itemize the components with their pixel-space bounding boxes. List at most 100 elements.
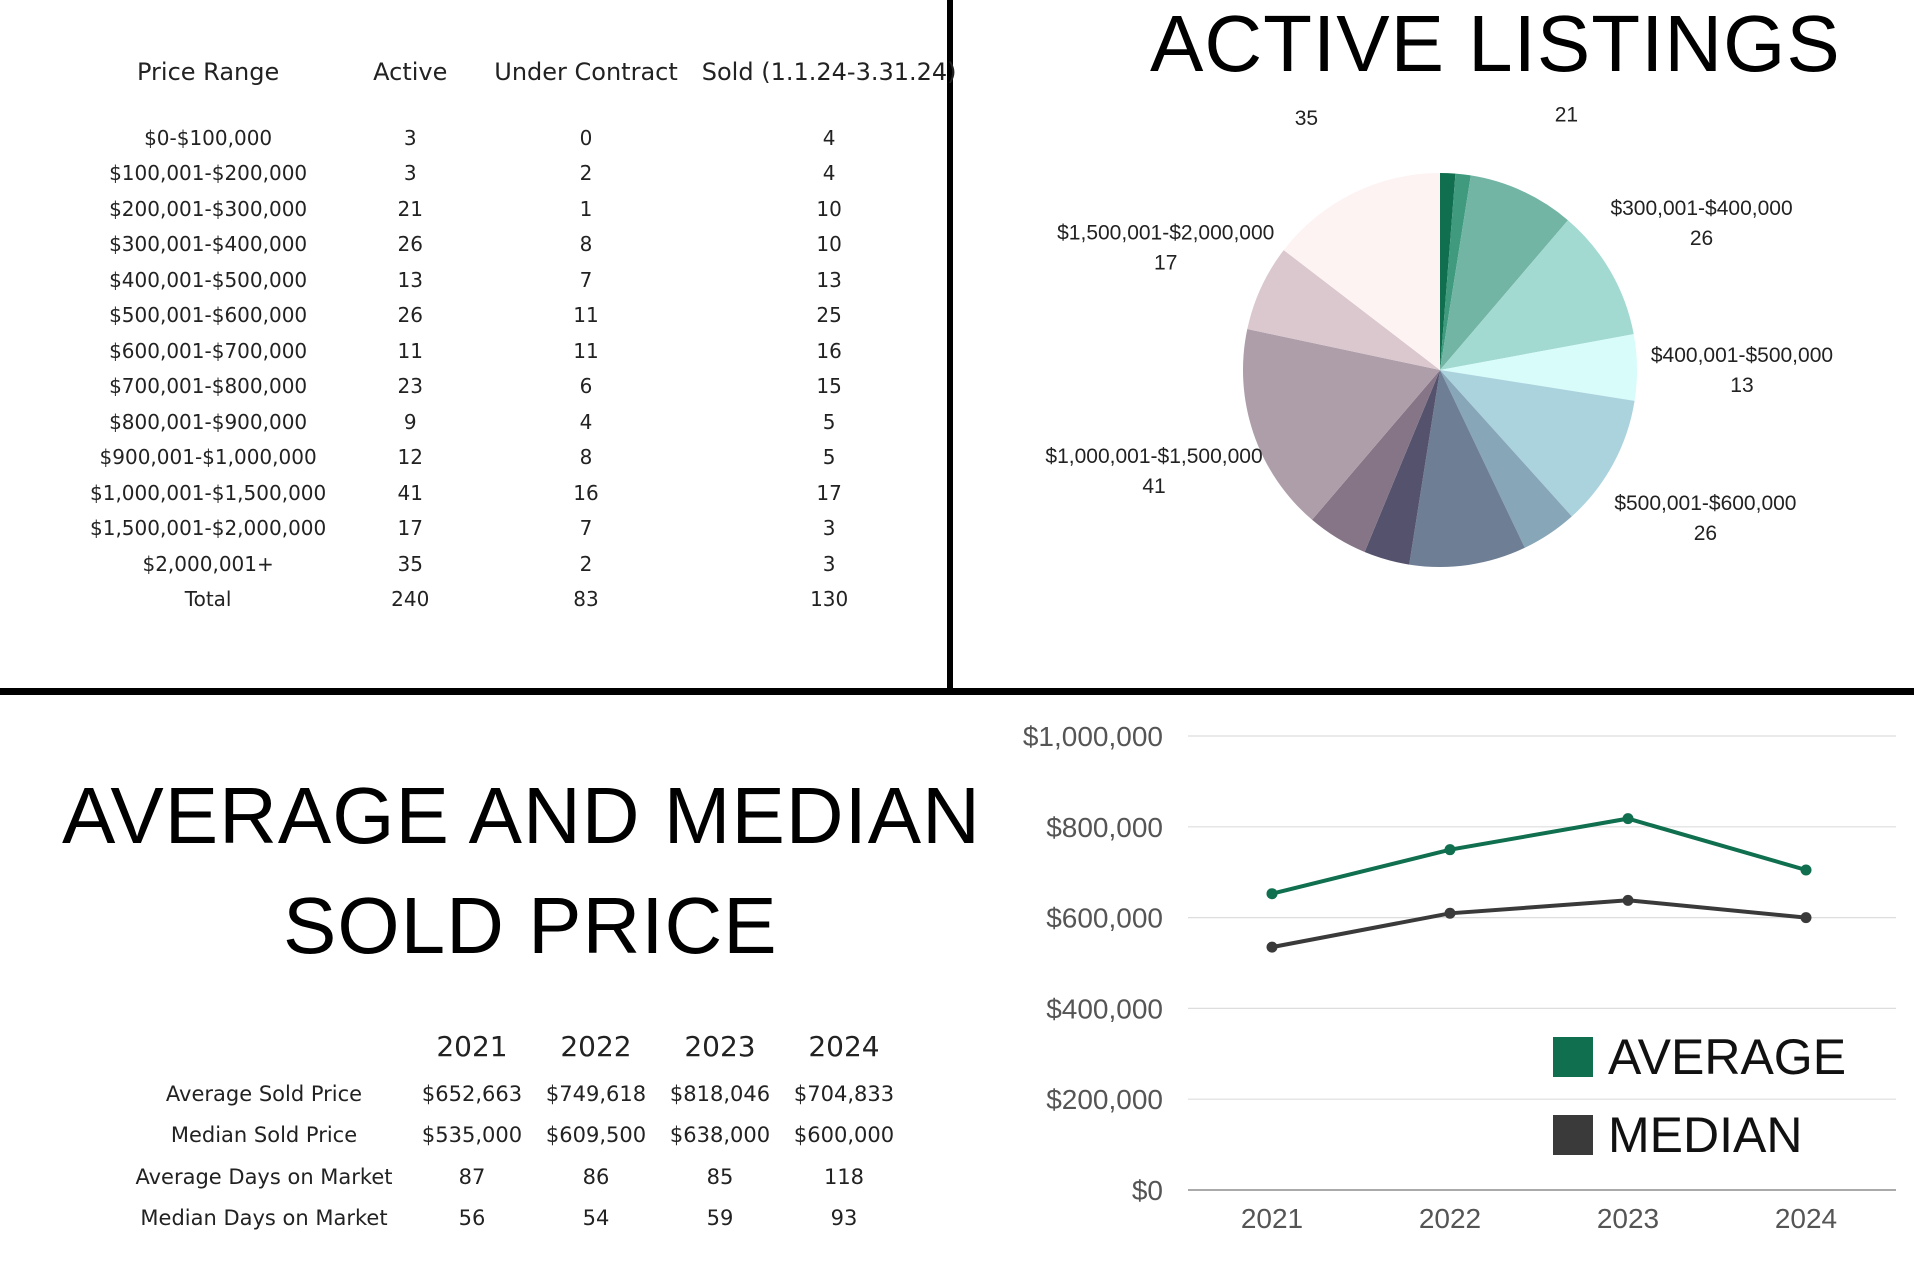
listings-cell: 17 [397,516,423,541]
series-point [1266,941,1278,953]
listings-cell: 41 [397,480,423,505]
pie-slice [1440,173,1456,370]
listings-cell: $300,001-$400,000 [109,232,308,257]
y-tick-label: $0 [1132,1175,1163,1206]
listings-row: $900,001-$1,000,000 12 8 5 [78,440,969,476]
listings-cell: 10 [816,196,842,221]
pie-slice [1440,175,1568,370]
sold-price-row: Average Days on Market 87 86 85 118 [118,1156,906,1198]
listings-cell: 17 [816,480,842,505]
legend-swatch [1553,1115,1593,1155]
series-point [1444,907,1456,919]
legend-label: MEDIAN [1608,1107,1802,1163]
y-tick-label: $1,000,000 [1023,721,1163,752]
listings-cell: 1 [579,196,593,221]
listings-cell: 3 [822,551,836,576]
listings-cell: 4 [822,161,836,186]
listings-cell: 16 [573,480,599,505]
y-tick-label: $400,000 [1046,993,1163,1024]
sold-price-cell: $600,000 [793,1123,895,1148]
listings-cell: 8 [579,232,593,257]
listings-cell: 7 [579,516,593,541]
sold-price-cell: $535,000 [421,1123,523,1148]
header-blank [118,1030,410,1073]
pie-label-value: 26 [1694,522,1717,545]
series-point [1622,894,1634,906]
horizontal-divider [0,688,1914,695]
listings-cell: 3 [403,161,417,186]
listings-cell: 16 [816,338,842,363]
sold-price-title-line2: SOLD PRICE [283,881,778,970]
pie-slice [1247,250,1440,370]
sold-price-cell: $818,046 [669,1081,771,1106]
listings-cell: 240 [391,587,430,612]
listings-row: $1,000,001-$1,500,000 41 16 17 [78,475,969,511]
series-point [1800,864,1812,876]
listings-cell: 13 [397,267,423,292]
sold-price-title-line1: AVERAGE AND MEDIAN [62,771,981,860]
listings-cell: Total [184,587,232,612]
pie-label: $300,001-$400,000 26 [1610,197,1792,250]
series-line [1271,816,1807,896]
sold-price-row-label: Average Sold Price [165,1081,363,1106]
pie-slice [1364,370,1440,565]
listings-cell: 5 [822,445,836,470]
y-tick-label: $800,000 [1046,812,1163,843]
sold-price-cell: 87 [458,1164,486,1189]
pie-label: $1,000,001-$1,500,000 41 [1045,445,1262,498]
listings-cell: $200,001-$300,000 [109,196,308,221]
sold-price-cell: 118 [823,1164,865,1189]
listings-cell: 83 [573,587,599,612]
pie-label-range: $400,001-$500,000 [1651,344,1833,367]
sold-price-row: Median Sold Price $535,000 $609,500 $638,00… [118,1115,906,1157]
listings-row: $1,500,001-$2,000,000 17 7 3 [78,511,969,547]
listings-cell: 10 [816,232,842,257]
listings-row: $800,001-$900,000 9 4 5 [78,404,969,440]
pie-slice [1440,220,1634,370]
sold-price-row-label: Median Sold Price [170,1123,358,1148]
series-point [1266,888,1278,900]
x-tick-label: 2021 [1241,1203,1303,1234]
legend-label: AVERAGE [1608,1029,1846,1085]
listings-row: $700,001-$800,000 23 6 15 [78,369,969,405]
listings-cell: 12 [397,445,423,470]
pie-label-value: 17 [1154,252,1177,275]
listings-header-row: Price Range Active Under Contract Sold (… [78,58,969,120]
sold-price-header-row: 2021 2022 2023 2024 [118,1030,906,1073]
pie-label-range: $500,001-$600,000 [1614,492,1796,515]
pie-slice [1440,173,1471,370]
listings-table: Price Range Active Under Contract Sold (… [78,58,969,617]
pie-label-value: 41 [1142,475,1165,498]
series-point [1444,844,1456,856]
listings-cell: 13 [816,267,842,292]
listings-cell: 6 [579,374,593,399]
sold-price-row-label: Median Days on Market [140,1206,388,1231]
vertical-divider [947,0,953,692]
listings-cell: $800,001-$900,000 [109,409,308,434]
listings-cell: 7 [579,267,593,292]
listings-cell: 9 [403,409,417,434]
listings-row: $500,001-$600,000 26 11 25 [78,298,969,334]
listings-cell: $0-$100,000 [144,125,273,150]
listings-cell: $700,001-$800,000 [109,374,308,399]
pie-label-value: 35 [1295,107,1318,130]
pie-slice [1440,334,1637,401]
y-tick-label: $200,000 [1046,1084,1163,1115]
listings-cell: 0 [579,125,593,150]
listings-cell: 15 [816,374,842,399]
listings-cell: 23 [397,374,423,399]
pie-label-range: $1,000,001-$1,500,000 [1045,445,1262,468]
listings-cell: 5 [822,409,836,434]
pie-slice [1440,370,1635,517]
header-price-range: Price Range [137,58,280,86]
sold-price-table: 2021 2022 2023 2024 Average Sold Price $6… [118,1030,906,1239]
sold-price-cell: 56 [458,1206,486,1231]
listings-cell: 8 [579,445,593,470]
listings-row: $300,001-$400,000 26 8 10 [78,227,969,263]
sold-price-cell: 85 [706,1164,734,1189]
active-listings-title: ACTIVE LISTINGS [1150,0,1841,88]
listings-cell: 3 [822,516,836,541]
pie-slice [1409,370,1525,567]
